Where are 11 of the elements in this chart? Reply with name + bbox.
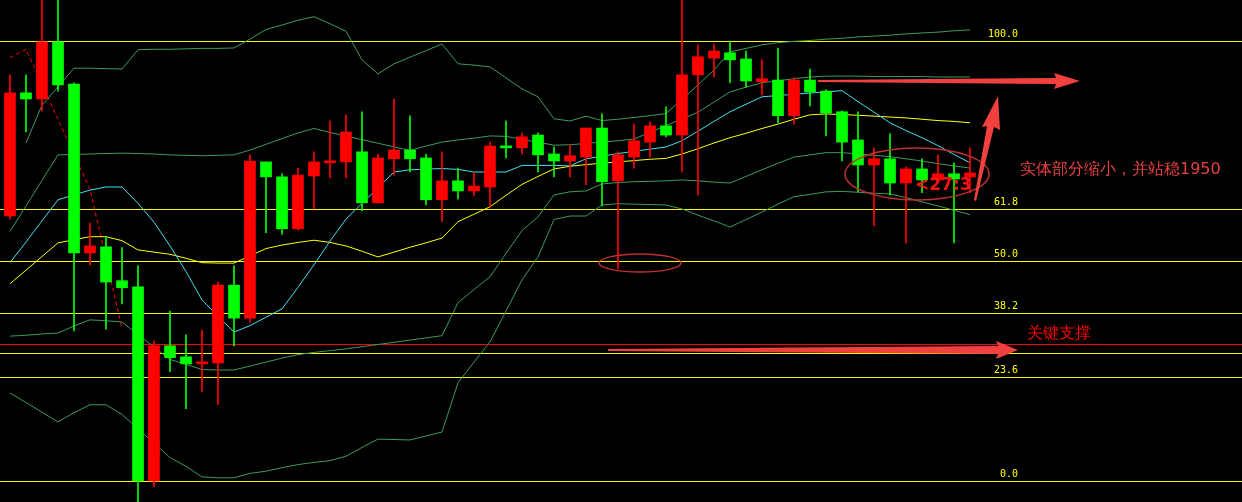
ref-line-label: 0.0 [999,468,1018,480]
ref-line-label: 50.0 [993,248,1018,260]
candlestick [324,120,336,179]
ref-line-label: 61.8 [993,196,1018,208]
ref-line-label: 关键支撑 [1027,322,1091,342]
ref-line-label: 38.2 [993,300,1018,312]
candlestick [500,120,512,159]
ref-line-label: 23.6 [993,364,1018,376]
ref-line-label: 100.0 [987,28,1018,40]
text: 实体部分缩小，并站稳1950 [1020,159,1221,179]
candlestick [756,59,768,96]
